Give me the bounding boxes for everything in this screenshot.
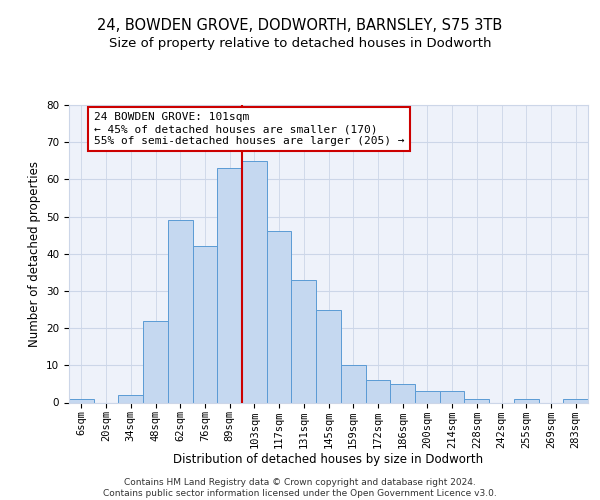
Text: 24 BOWDEN GROVE: 101sqm
← 45% of detached houses are smaller (170)
55% of semi-d: 24 BOWDEN GROVE: 101sqm ← 45% of detache… bbox=[94, 112, 404, 146]
Bar bbox=[415, 392, 440, 402]
Bar bbox=[316, 310, 341, 402]
Text: 24, BOWDEN GROVE, DODWORTH, BARNSLEY, S75 3TB: 24, BOWDEN GROVE, DODWORTH, BARNSLEY, S7… bbox=[97, 18, 503, 32]
Bar bbox=[390, 384, 415, 402]
Bar bbox=[464, 399, 489, 402]
Bar bbox=[341, 366, 365, 403]
Bar bbox=[563, 399, 588, 402]
Bar bbox=[143, 320, 168, 402]
Bar bbox=[242, 161, 267, 402]
Bar bbox=[440, 392, 464, 402]
Bar bbox=[217, 168, 242, 402]
Bar bbox=[514, 399, 539, 402]
Bar bbox=[69, 399, 94, 402]
Text: Contains HM Land Registry data © Crown copyright and database right 2024.
Contai: Contains HM Land Registry data © Crown c… bbox=[103, 478, 497, 498]
Bar bbox=[267, 232, 292, 402]
X-axis label: Distribution of detached houses by size in Dodworth: Distribution of detached houses by size … bbox=[173, 453, 484, 466]
Bar bbox=[118, 395, 143, 402]
Y-axis label: Number of detached properties: Number of detached properties bbox=[28, 161, 41, 347]
Bar bbox=[168, 220, 193, 402]
Bar bbox=[292, 280, 316, 402]
Text: Size of property relative to detached houses in Dodworth: Size of property relative to detached ho… bbox=[109, 36, 491, 50]
Bar bbox=[365, 380, 390, 402]
Bar bbox=[193, 246, 217, 402]
